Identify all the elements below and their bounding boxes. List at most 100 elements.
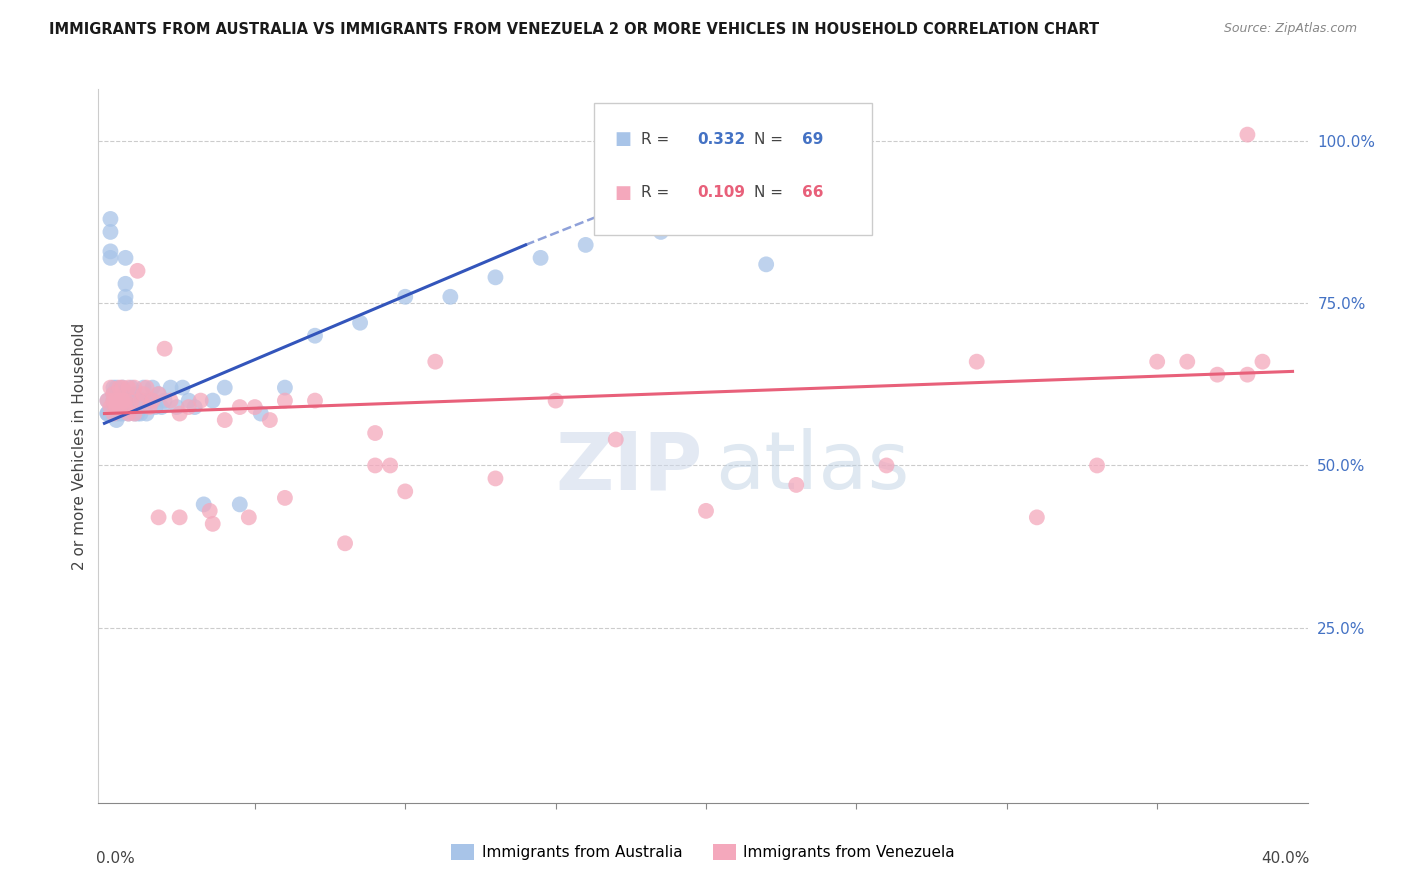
Point	[121, 393, 143, 408]
Point	[193, 497, 215, 511]
Point	[349, 316, 371, 330]
Point	[150, 400, 173, 414]
Point	[111, 393, 134, 408]
Point	[117, 381, 139, 395]
Point	[439, 290, 461, 304]
Point	[394, 484, 416, 499]
Point	[103, 381, 125, 395]
Y-axis label: 2 or more Vehicles in Household: 2 or more Vehicles in Household	[72, 322, 87, 570]
Legend: Immigrants from Australia, Immigrants from Venezuela: Immigrants from Australia, Immigrants fr…	[444, 838, 962, 866]
Point	[695, 504, 717, 518]
Point	[103, 387, 125, 401]
Point	[159, 381, 181, 395]
Point	[114, 277, 136, 291]
Point	[108, 387, 131, 401]
Point	[159, 393, 181, 408]
Point	[100, 211, 122, 226]
Point	[114, 290, 136, 304]
Point	[304, 393, 326, 408]
Point	[114, 400, 136, 414]
Point	[108, 393, 131, 408]
Text: 0.332: 0.332	[697, 132, 745, 146]
Point	[135, 407, 157, 421]
Point	[105, 387, 128, 401]
Point	[484, 270, 506, 285]
Point	[111, 381, 134, 395]
Text: 66: 66	[803, 186, 824, 200]
Text: R =: R =	[641, 132, 675, 146]
Point	[214, 381, 236, 395]
Point	[114, 296, 136, 310]
Point	[124, 407, 146, 421]
Point	[127, 407, 149, 421]
Point	[198, 504, 221, 518]
Text: N =: N =	[754, 186, 787, 200]
Point	[138, 393, 160, 408]
Point	[96, 393, 118, 408]
Point	[96, 407, 118, 421]
Text: Source: ZipAtlas.com: Source: ZipAtlas.com	[1223, 22, 1357, 36]
Point	[103, 393, 125, 408]
Point	[214, 413, 236, 427]
Point	[201, 393, 224, 408]
Point	[229, 497, 252, 511]
Point	[966, 354, 988, 368]
Point	[132, 387, 155, 401]
Point	[148, 387, 170, 401]
Point	[124, 407, 146, 421]
Point	[124, 387, 146, 401]
Point	[274, 491, 297, 505]
Point	[103, 393, 125, 408]
Point	[111, 387, 134, 401]
Point	[425, 354, 447, 368]
Point	[274, 393, 297, 408]
Point	[111, 407, 134, 421]
Point	[100, 244, 122, 259]
Point	[380, 458, 402, 473]
Point	[650, 225, 672, 239]
Point	[755, 257, 778, 271]
Point	[105, 393, 128, 408]
Point	[229, 400, 252, 414]
Point	[105, 407, 128, 421]
Point	[1085, 458, 1108, 473]
Point	[108, 381, 131, 395]
Point	[142, 381, 165, 395]
Point	[100, 225, 122, 239]
Point	[129, 407, 152, 421]
Point	[177, 393, 200, 408]
Point	[142, 393, 165, 408]
Point	[172, 381, 194, 395]
Point	[153, 393, 176, 408]
Point	[105, 381, 128, 395]
Point	[148, 387, 170, 401]
Point	[111, 400, 134, 414]
Point	[1251, 354, 1274, 368]
Point	[100, 400, 122, 414]
Text: ■: ■	[614, 130, 631, 148]
Text: R =: R =	[641, 186, 675, 200]
Point	[117, 407, 139, 421]
Point	[190, 393, 212, 408]
Point	[153, 342, 176, 356]
Point	[103, 400, 125, 414]
Point	[148, 510, 170, 524]
Point	[484, 471, 506, 485]
Point	[177, 400, 200, 414]
Text: ■: ■	[614, 184, 631, 202]
Text: N =: N =	[754, 132, 787, 146]
Point	[117, 393, 139, 408]
Point	[201, 516, 224, 531]
Text: atlas: atlas	[716, 428, 910, 507]
Point	[108, 393, 131, 408]
Point	[127, 393, 149, 408]
Point	[166, 400, 188, 414]
Point	[108, 400, 131, 414]
Point	[529, 251, 551, 265]
Point	[304, 328, 326, 343]
Point	[114, 251, 136, 265]
Point	[108, 407, 131, 421]
Point	[394, 290, 416, 304]
Point	[117, 387, 139, 401]
Point	[259, 413, 281, 427]
